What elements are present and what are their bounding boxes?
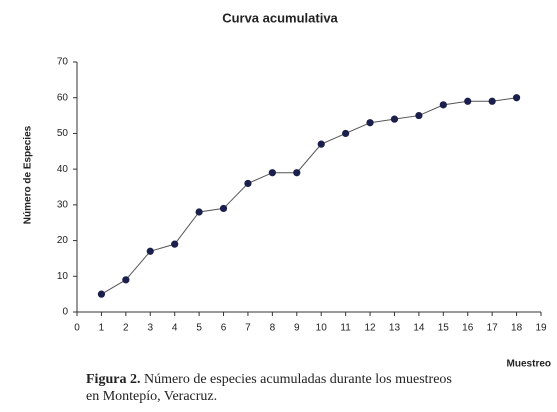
marker: [366, 119, 374, 127]
y-tick-label: 50: [57, 128, 69, 139]
marker: [415, 111, 423, 120]
x-tick-label: 7: [245, 323, 251, 334]
x-tick-label: 17: [487, 323, 499, 334]
x-tick-label: 14: [413, 323, 425, 334]
x-tick-label: 10: [316, 323, 328, 334]
x-axis-label: Muestreo: [507, 359, 551, 370]
marker: [219, 204, 228, 213]
x-tick-label: 8: [270, 323, 276, 334]
y-tick-label: 70: [57, 57, 69, 68]
marker: [293, 169, 301, 177]
y-tick-label: 30: [57, 199, 69, 210]
marker: [97, 290, 106, 298]
y-tick-label: 0: [62, 307, 68, 318]
y-tick-label: 40: [57, 164, 69, 175]
x-tick-label: 0: [74, 323, 80, 334]
marker: [342, 129, 350, 138]
marker: [439, 101, 447, 109]
x-tick-label: 15: [438, 323, 450, 334]
caption-text: Número de especies acumuladas durante lo…: [144, 372, 452, 387]
y-tick-label: 20: [57, 235, 69, 246]
y-axis-label: Número de Especies: [23, 125, 34, 224]
marker: [390, 115, 399, 123]
x-tick-label: 2: [123, 323, 129, 334]
x-tick-label: 12: [364, 323, 376, 334]
x-tick-label: 4: [172, 323, 178, 334]
x-tick-label: 3: [147, 323, 153, 334]
caption-label: Figura 2.: [86, 372, 140, 387]
marker: [488, 97, 496, 105]
marker: [171, 240, 179, 248]
x-tick-label: 1: [99, 323, 105, 334]
marker: [512, 94, 521, 102]
x-tick-label: 13: [389, 323, 401, 334]
x-tick-label: 6: [221, 323, 227, 334]
line: [101, 97, 517, 295]
marker: [195, 208, 203, 216]
x-tick-label: 19: [535, 323, 547, 334]
x-tick-label: 9: [294, 323, 300, 334]
x-tick-label: 5: [196, 323, 202, 334]
marker: [146, 247, 154, 255]
y-tick-label: 60: [57, 92, 69, 103]
x-tick-label: 18: [511, 323, 523, 334]
y-tick-label: 10: [57, 271, 69, 282]
marker: [122, 276, 130, 284]
x-tick-label: 16: [462, 323, 474, 334]
caption-line: Figura 2. Número de especies acumuladas …: [86, 372, 452, 387]
marker: [244, 179, 252, 188]
x-tick-label: 11: [340, 323, 351, 334]
marker: [464, 97, 472, 105]
marker: [268, 169, 276, 177]
chart-title: Curva acumulativa: [222, 10, 338, 25]
caption-text: en Montepío, Veracruz.: [86, 389, 217, 404]
marker: [317, 140, 325, 148]
